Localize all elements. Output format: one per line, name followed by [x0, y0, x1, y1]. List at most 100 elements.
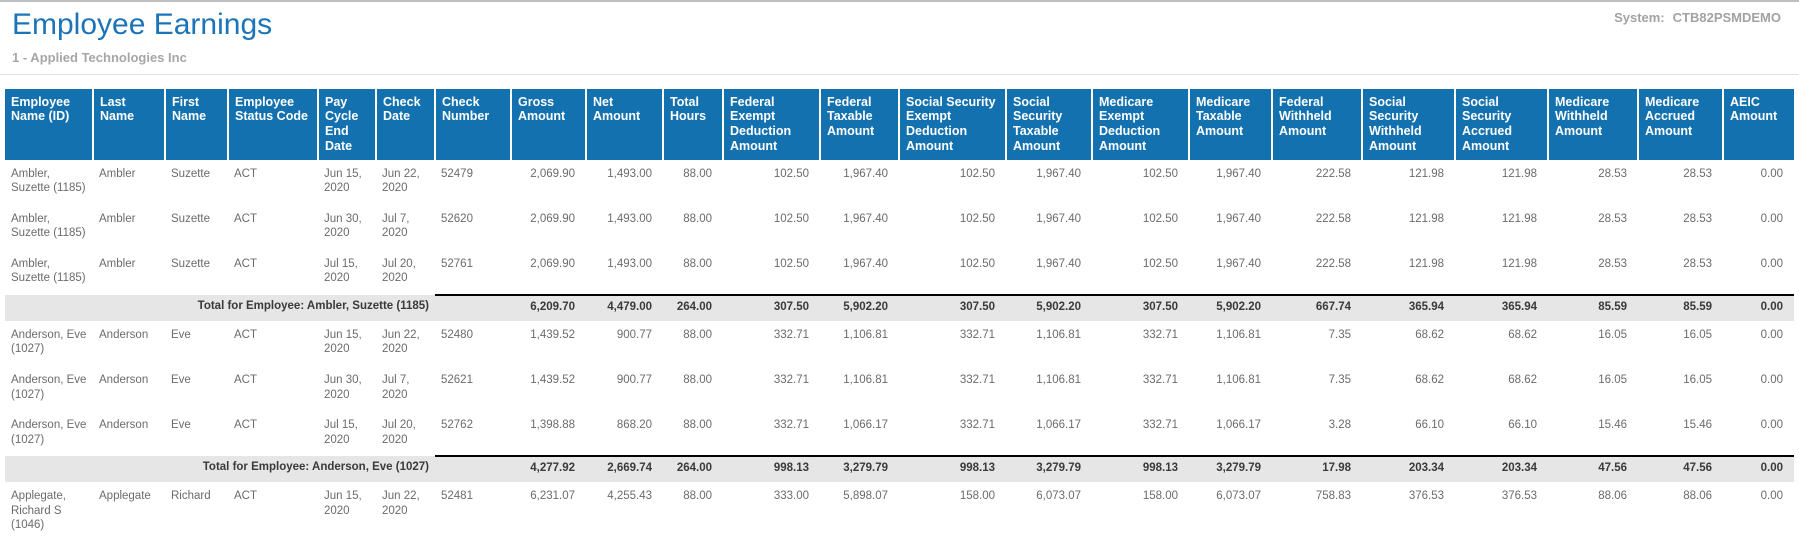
table-cell: 68.62	[1362, 320, 1455, 367]
table-cell: 222.58	[1272, 159, 1362, 205]
total-value-cell: 5,902.20	[1006, 294, 1092, 321]
column-header: Social Security Taxable Amount	[1006, 88, 1093, 160]
table-cell: 0.00	[1723, 320, 1794, 367]
table-cell: 900.77	[586, 320, 663, 367]
table-cell: Eve	[165, 411, 228, 457]
table-cell: 16.05	[1638, 320, 1723, 367]
table-cell: 88.00	[663, 204, 723, 250]
column-header: AEIC Amount	[1723, 88, 1794, 160]
table-cell: 28.53	[1548, 204, 1638, 250]
table-cell: 102.50	[723, 159, 820, 205]
table-cell: 121.98	[1455, 159, 1548, 205]
total-value-cell: 998.13	[723, 455, 820, 483]
header-divider	[0, 73, 1799, 75]
page-title: Employee Earnings	[12, 8, 273, 41]
table-row: Ambler, Suzette (1185) Ambler Suzette ACT Ju…	[5, 159, 1794, 205]
column-header: Employee Name (ID)	[5, 88, 94, 160]
total-value-cell: 47.56	[1638, 455, 1723, 483]
company-subtitle: 1 - Applied Technologies Inc	[12, 49, 187, 65]
table-cell: 332.71	[723, 320, 820, 367]
table-cell: 332.71	[1092, 366, 1189, 412]
table-cell: 52762	[435, 411, 511, 457]
table-cell: 102.50	[723, 204, 820, 250]
column-header: Employee Status Code	[228, 88, 319, 160]
table-cell: Suzette	[165, 249, 228, 296]
table-cell: 1,066.17	[1189, 411, 1272, 457]
table-cell: 15.46	[1638, 411, 1723, 457]
table-cell: 2,069.90	[511, 159, 586, 205]
table-cell: 28.53	[1638, 204, 1723, 250]
total-value-cell: 203.34	[1455, 455, 1548, 483]
table-cell: 28.53	[1548, 249, 1638, 296]
table-row: Ambler, Suzette (1185) Ambler Suzette ACT Ju…	[5, 249, 1794, 296]
table-row: Applegate, Richard S (1046) Applegate Rich…	[5, 482, 1794, 542]
table-cell: ACT	[228, 411, 318, 457]
table-cell: 332.71	[899, 366, 1006, 412]
table-cell: Jul 7, 2020	[376, 204, 435, 250]
table-header: Employee Name (ID) Last Name First Name Emp…	[5, 88, 1794, 160]
table-cell: 68.62	[1455, 320, 1548, 367]
column-header: Federal Exempt Deduction Amount	[723, 88, 821, 160]
table-cell: 102.50	[1092, 159, 1189, 205]
table-cell: Anderson	[93, 366, 165, 412]
table-cell: 121.98	[1362, 159, 1455, 205]
total-value-cell: 3,279.79	[1189, 455, 1272, 483]
table-cell: 52621	[435, 366, 511, 412]
column-header: Social Security Accrued Amount	[1455, 88, 1549, 160]
table-cell: Jul 20, 2020	[376, 249, 435, 296]
table-cell: 121.98	[1362, 204, 1455, 250]
table-cell: 88.00	[663, 411, 723, 457]
table-cell: 0.00	[1723, 366, 1794, 412]
total-value-cell: 365.94	[1362, 294, 1455, 321]
table-cell: 2,069.90	[511, 204, 586, 250]
table-cell: 1,106.81	[1189, 320, 1272, 367]
table-cell: 52479	[435, 159, 511, 205]
table-cell: 1,398.88	[511, 411, 586, 457]
table-cell: 1,106.81	[1006, 320, 1092, 367]
table-cell: 222.58	[1272, 249, 1362, 296]
total-value-cell: 4,479.00	[586, 294, 663, 321]
table-body: Ambler, Suzette (1185) Ambler Suzette ACT Ju…	[5, 159, 1794, 542]
table-cell: 332.71	[723, 366, 820, 412]
total-value-cell: 5,902.20	[1189, 294, 1272, 321]
table-cell: Jun 22, 2020	[376, 482, 435, 542]
table-cell: 3.28	[1272, 411, 1362, 457]
total-value-cell: 85.59	[1638, 294, 1723, 321]
table-cell: 88.00	[663, 159, 723, 205]
total-value-cell: 0.00	[1723, 455, 1794, 483]
table-cell: 88.00	[663, 320, 723, 367]
table-cell: Ambler, Suzette (1185)	[5, 204, 93, 250]
column-header: Total Hours	[663, 88, 724, 160]
total-row: Total for Employee: Ambler, Suzette (118…	[5, 294, 1794, 321]
table-cell: 332.71	[899, 411, 1006, 457]
table-cell: Ambler	[93, 159, 165, 205]
table-cell: Anderson	[93, 411, 165, 457]
table-cell: ACT	[228, 249, 318, 296]
table-cell: 102.50	[899, 204, 1006, 250]
table-cell: 28.53	[1638, 159, 1723, 205]
total-row: Total for Employee: Anderson, Eve (1027)…	[5, 455, 1794, 483]
column-header: Last Name	[93, 88, 166, 160]
table-cell: 88.00	[663, 366, 723, 412]
table-row: Anderson, Eve (1027) Anderson Eve ACT Jun 30…	[5, 366, 1794, 412]
table-cell: 7.35	[1272, 320, 1362, 367]
table-cell: ACT	[228, 320, 318, 367]
total-value-cell: 3,279.79	[820, 455, 899, 483]
total-value-cell: 85.59	[1548, 294, 1638, 321]
table-cell: 1,493.00	[586, 204, 663, 250]
table-cell: 158.00	[899, 482, 1006, 542]
table-cell: Ambler	[93, 204, 165, 250]
total-spacer-cell	[435, 294, 511, 321]
table-cell: 88.06	[1548, 482, 1638, 542]
column-header: First Name	[165, 88, 229, 160]
total-spacer-cell	[435, 455, 511, 483]
total-value-cell: 203.34	[1362, 455, 1455, 483]
column-header: Check Number	[435, 88, 512, 160]
total-value-cell: 17.98	[1272, 455, 1362, 483]
table-cell: 900.77	[586, 366, 663, 412]
total-value-cell: 2,669.74	[586, 455, 663, 483]
column-header: Federal Withheld Amount	[1272, 88, 1363, 160]
table-cell: 88.00	[663, 249, 723, 296]
column-header: Social Security Withheld Amount	[1362, 88, 1456, 160]
